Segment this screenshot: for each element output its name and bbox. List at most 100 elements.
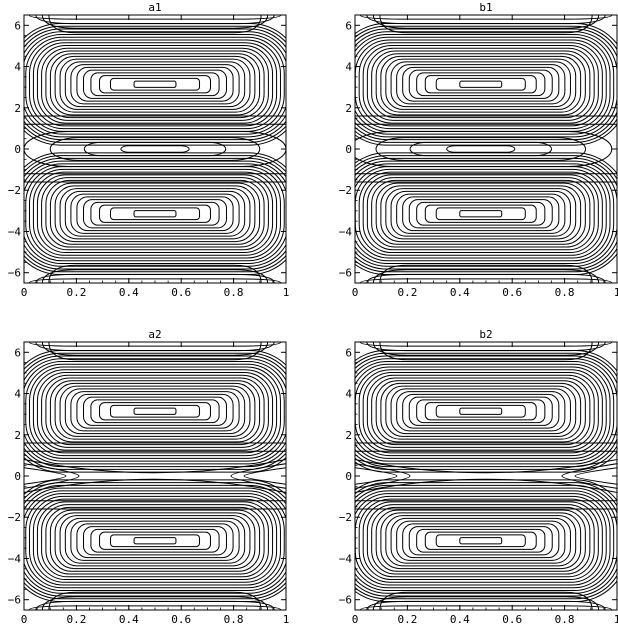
contour-level-0-6 (396, 520, 566, 561)
contour-level-0-10 (375, 182, 586, 245)
contour-level-0-18 (24, 160, 286, 267)
contour-level-0-5 (402, 196, 560, 232)
y-tick-label: −6 (339, 594, 352, 607)
y-tick-label: 4 (345, 388, 352, 401)
contour-level-1-3 (90, 72, 220, 97)
contour-level-1-6 (396, 64, 566, 105)
edge-contour-bottom-3 (48, 264, 262, 283)
contour-level-1-13 (362, 371, 599, 451)
contour-level-1-19 (24, 28, 286, 141)
contour-level-0-1 (435, 534, 526, 548)
panel-a1: a1 −6 −4 −2 0 2 4 6 0 0.2 0.4 0.6 0.8 1 (8, 1, 290, 299)
y-tick-label: 0 (14, 143, 21, 156)
contour-level-0-20 (355, 482, 617, 600)
contour-level-0-9 (380, 512, 582, 570)
edge-contour-top-1 (35, 15, 275, 25)
y-tick-label: 0 (345, 143, 352, 156)
contour-level-1-7 (64, 388, 246, 435)
y-tick-label: 2 (14, 429, 21, 442)
contour-level-0-18 (355, 160, 617, 267)
separatrix-top (24, 459, 286, 474)
contour-level-1-12 (366, 374, 595, 448)
contour-level-1-11 (371, 50, 591, 119)
contour-level-0-8 (59, 515, 251, 567)
contour-level-1-5 (402, 66, 560, 102)
edge-contour-bottom-2 (41, 596, 269, 610)
contour-level-0-8 (59, 188, 251, 240)
contour-level-0-3 (416, 201, 546, 226)
contour-level-0-12 (41, 177, 269, 251)
edge-contour-bottom-0 (359, 605, 613, 610)
x-tick-label: 0.4 (450, 286, 470, 299)
contour-level-0-19 (355, 157, 617, 270)
contour-level-1-20 (355, 352, 617, 470)
y-tick-label: 0 (14, 470, 21, 483)
contour-level-1-1 (109, 404, 201, 418)
contour-level-1-4 (408, 396, 553, 426)
x-tick-label: 1 (283, 286, 290, 299)
contour-level-1-16 (355, 363, 611, 459)
contour-level-0-5 (76, 523, 234, 559)
contour-level-0-19 (355, 484, 617, 597)
contour-level-1-6 (70, 391, 240, 432)
x-tick-label: 0 (21, 613, 28, 626)
y-tick-label: −6 (8, 594, 21, 607)
edge-lobe-0-1 (24, 463, 80, 489)
contour-level-1-8 (385, 58, 577, 110)
x-tick-label: 0.4 (119, 286, 139, 299)
edge-contour-bottom-0 (28, 278, 282, 283)
contour-level-0-17 (355, 163, 615, 265)
contour-level-1-0 (133, 407, 177, 415)
plot-frame (354, 341, 618, 611)
contour-level-1-5 (402, 393, 560, 429)
contour-level-1-19 (355, 355, 617, 468)
contour-level-0-0 (459, 537, 503, 545)
y-tick-label: −4 (8, 552, 22, 565)
contour-level-0-19 (24, 157, 286, 270)
contour-level-1-6 (70, 64, 240, 105)
edge-contour-top-2 (41, 342, 269, 356)
contour-level-1-6 (396, 391, 566, 432)
edge-contour-bottom-2 (372, 596, 600, 610)
contour-level-0-1 (109, 534, 201, 548)
contour-level-0-14 (358, 171, 603, 256)
contour-level-0-4 (83, 526, 227, 556)
y-tick-label: 4 (14, 61, 21, 74)
contour-level-0-17 (24, 490, 286, 592)
contour-level-0-6 (70, 520, 240, 561)
contour-level-1-14 (32, 369, 278, 454)
center-contour-2 (375, 137, 587, 161)
contour-level-1-18 (24, 31, 286, 138)
contour-level-0-5 (402, 523, 560, 559)
contour-level-1-7 (64, 61, 246, 108)
contour-level-1-13 (362, 44, 599, 124)
x-tick-label: 1 (283, 613, 290, 626)
contour-level-0-12 (366, 177, 595, 251)
edge-contour-top-3 (379, 342, 593, 361)
contour-level-1-2 (99, 75, 211, 94)
edge-contour-top-0 (359, 342, 613, 347)
y-tick-label: 6 (345, 346, 352, 359)
contour-level-1-3 (416, 399, 546, 424)
center-contour-3 (355, 130, 613, 168)
edge-contour-bottom-1 (35, 273, 275, 283)
contour-level-0-11 (371, 506, 591, 575)
edge-lobe-1-0 (574, 467, 617, 485)
contour-level-1-15 (29, 39, 281, 130)
contour-level-1-19 (24, 355, 286, 468)
contour-level-0-4 (408, 199, 553, 229)
center-contour-2 (49, 137, 261, 161)
edge-contour-top-1 (366, 342, 606, 352)
x-tick-label: 1 (614, 613, 618, 626)
edge-lobe-0-0 (355, 467, 398, 485)
contour-level-0-13 (36, 174, 274, 254)
contour-level-1-19 (355, 28, 617, 141)
contour-level-1-4 (83, 396, 227, 426)
y-tick-label: 2 (14, 102, 21, 115)
edge-contour-top-3 (48, 342, 262, 361)
contour-level-0-7 (390, 190, 571, 237)
edge-contour-bottom-3 (48, 591, 262, 610)
contour-level-0-8 (385, 515, 577, 567)
contour-level-0-6 (70, 193, 240, 234)
y-tick-label: 0 (345, 470, 352, 483)
